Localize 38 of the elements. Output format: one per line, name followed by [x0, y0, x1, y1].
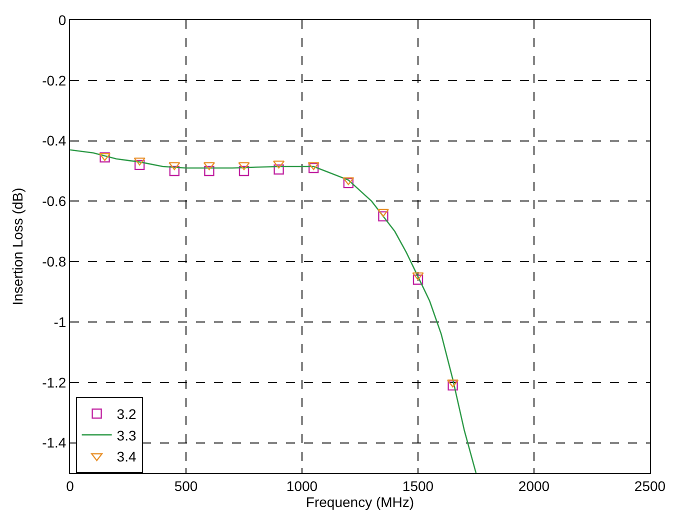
point: [274, 164, 284, 175]
point: [342, 177, 354, 186]
y-axis-title: Insertion Loss (dB): [10, 188, 26, 306]
y-tick-label: -1: [54, 314, 66, 330]
x-tick-label: 1500: [402, 478, 434, 494]
x-tick-label: 2500: [634, 478, 666, 494]
point: [308, 162, 320, 170]
point: [134, 158, 146, 166]
x-tick-label: 1000: [286, 478, 318, 494]
point: [238, 166, 250, 176]
point: [412, 274, 424, 285]
point: [203, 162, 215, 170]
point: [169, 166, 180, 176]
point: [134, 160, 145, 170]
y-tick-label: 0: [58, 12, 66, 28]
line-series: [70, 149, 477, 473]
x-tick-label: 500: [174, 478, 198, 494]
point: [377, 208, 389, 217]
y-tick-label: -1.4: [42, 434, 66, 451]
point: [308, 162, 319, 174]
point: [204, 166, 214, 176]
y-tick-label: -0.2: [42, 72, 66, 88]
point: [168, 162, 180, 170]
legend-label: 3.4: [116, 448, 136, 464]
y-tick-label: -0.8: [42, 254, 66, 270]
point: [273, 160, 285, 169]
y-tick-label: -0.4: [42, 132, 66, 149]
point: [378, 211, 388, 222]
point: [238, 162, 250, 170]
x-tick-label: 2000: [518, 478, 550, 494]
y-tick-label: -0.6: [42, 193, 66, 210]
point: [448, 380, 458, 391]
x-axis-title: Frequency (MHz): [306, 494, 414, 510]
legend-label: 3.3: [116, 427, 136, 444]
y-tick-label: -1.2: [42, 374, 66, 390]
legend-label: 3.2: [116, 406, 136, 422]
point: [412, 272, 424, 280]
point: [343, 178, 354, 188]
